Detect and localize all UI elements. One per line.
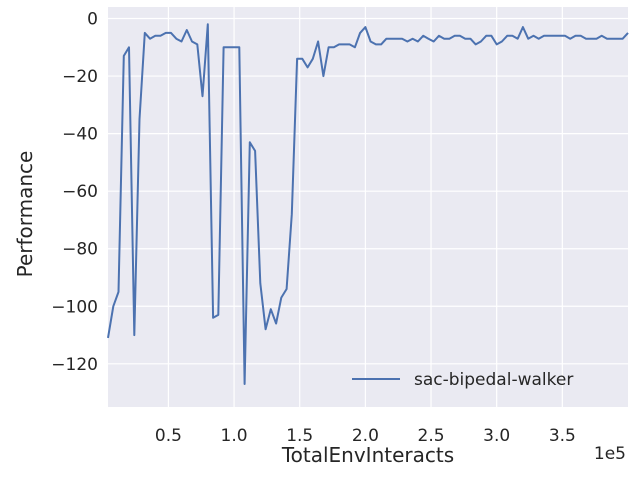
x-tick-label: 1.5 (286, 426, 313, 446)
x-tick-labels: 0.5 1.0 1.5 2.0 2.5 3.0 3.5 (155, 426, 576, 446)
legend: sac-bipedal-walker (352, 370, 573, 390)
x-axis-label: TotalEnvInteracts (281, 443, 454, 467)
y-tick-label: −60 (62, 182, 98, 202)
x-tick-label: 2.0 (352, 426, 379, 446)
x-tick-label: 0.5 (155, 426, 182, 446)
plot-background (108, 7, 628, 407)
x-tick-label: 3.0 (483, 426, 510, 446)
y-tick-labels: 0 −20 −40 −60 −80 −100 −120 (51, 10, 98, 375)
y-axis-label: Performance (13, 151, 37, 278)
x-tick-label: 3.5 (549, 426, 576, 446)
x-multiplier-label: 1e5 (594, 444, 626, 464)
y-tick-label: −100 (51, 297, 98, 317)
y-tick-label: −20 (62, 67, 98, 87)
legend-label: sac-bipedal-walker (414, 370, 573, 390)
y-tick-label: −40 (62, 125, 98, 145)
y-tick-label: −80 (62, 240, 98, 260)
x-tick-label: 2.5 (418, 426, 445, 446)
y-tick-label: −120 (51, 355, 98, 375)
series-layer (107, 23, 629, 385)
x-tick-label: 1.0 (221, 426, 248, 446)
series-line-0 (107, 23, 629, 385)
y-tick-label: 0 (87, 10, 98, 30)
grid-lines (108, 7, 628, 407)
